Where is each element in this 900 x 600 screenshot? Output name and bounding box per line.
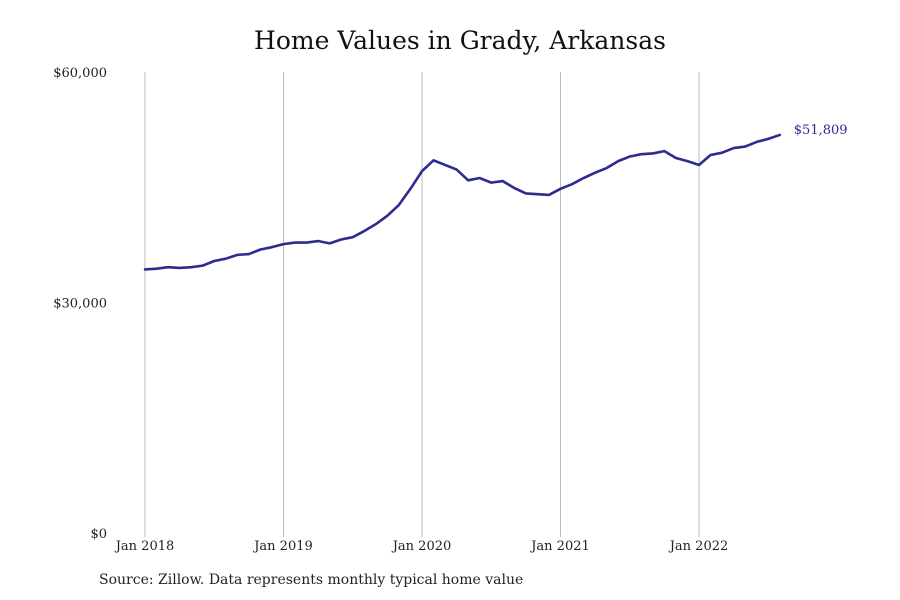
source-note: Source: Zillow. Data represents monthly … [99,572,524,588]
x-tick-label: Jan 2018 [114,539,175,554]
home-value-line [143,133,782,271]
y-axis-tick-labels: $0 $30,000 $60,000 [53,66,107,542]
x-tick-label: Jan 2020 [391,539,452,554]
y-tick-label: $30,000 [53,297,107,312]
chart-title: Home Values in Grady, Arkansas [254,26,666,55]
grid-lines [144,72,700,537]
y-tick-label: $0 [90,527,107,542]
x-tick-label: Jan 2019 [252,539,313,554]
y-tick-label: $60,000 [53,66,107,81]
x-tick-label: Jan 2022 [668,539,729,554]
x-tick-label: Jan 2021 [529,539,590,554]
end-value-label: $51,809 [794,123,848,138]
x-axis-tick-labels: Jan 2018 Jan 2019 Jan 2020 Jan 2021 Jan 2022 [114,539,729,554]
